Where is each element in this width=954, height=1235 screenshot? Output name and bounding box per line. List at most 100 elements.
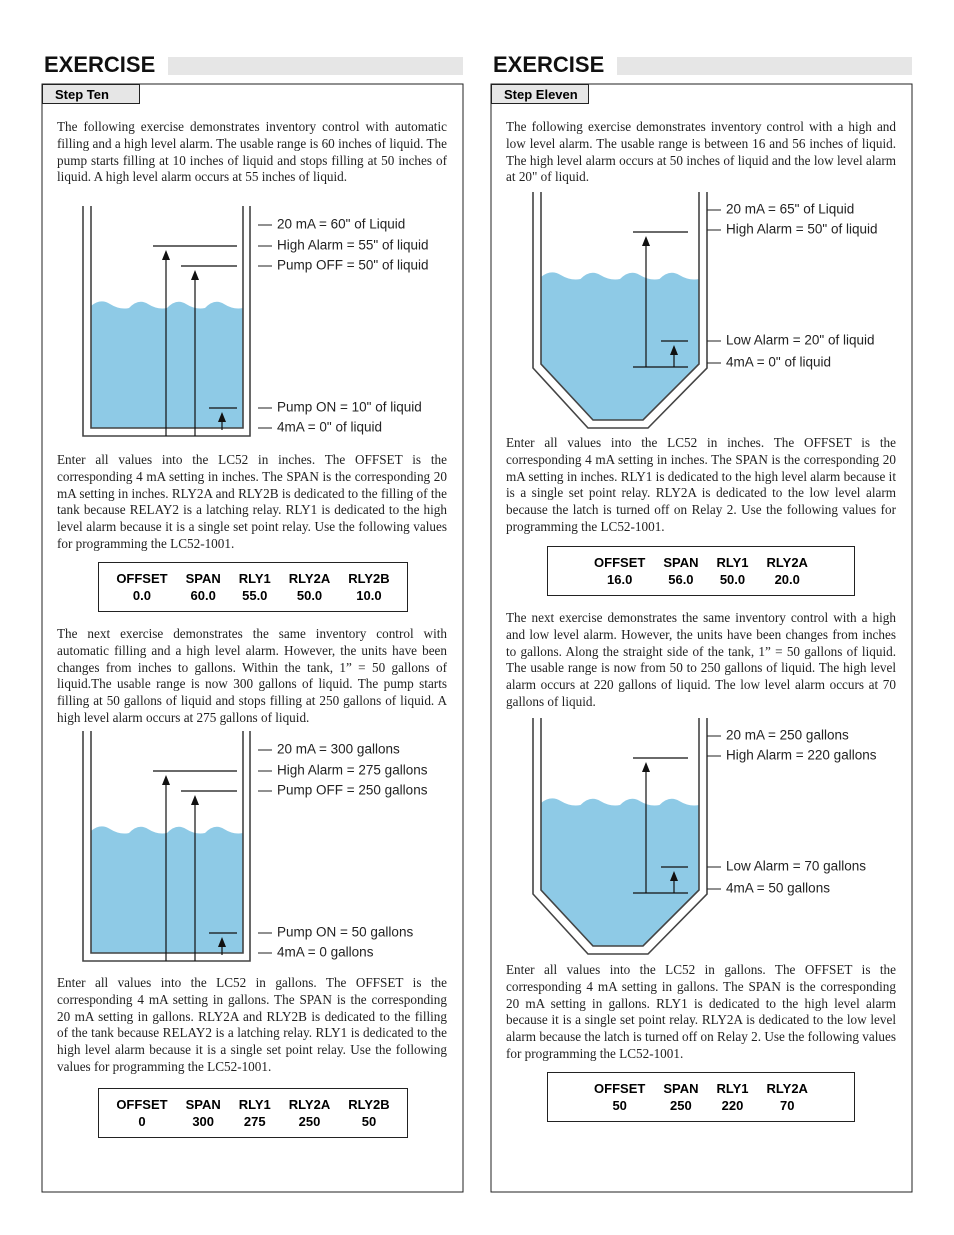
exercise-box bbox=[490, 83, 913, 1193]
table-value: 50 bbox=[361, 1114, 377, 1129]
table-header: RLY2B bbox=[348, 571, 390, 586]
arrow-head bbox=[642, 236, 650, 246]
table-header: SPAN bbox=[185, 1097, 221, 1112]
step-label: Step Eleven bbox=[491, 84, 589, 104]
diagram-label: 20 mA = 250 gallons bbox=[726, 728, 849, 743]
table-header: SPAN bbox=[185, 571, 221, 586]
diagram-label: 4mA = 0 gallons bbox=[277, 945, 374, 960]
paragraph: Enter all values into the LC52 in gallon… bbox=[506, 962, 896, 1061]
diagram-label: High Alarm = 220 gallons bbox=[726, 748, 877, 763]
table-header: OFFSET bbox=[116, 571, 168, 586]
table: OFFSET SPAN RLY1 RLY2A 50 250 220 70 bbox=[585, 1080, 817, 1114]
table-value: 250 bbox=[298, 1114, 321, 1129]
diagram-label: 4mA = 0" of liquid bbox=[726, 355, 831, 370]
diagram-label: 4mA = 50 gallons bbox=[726, 881, 830, 896]
table-header: OFFSET bbox=[594, 555, 646, 570]
diagram-label: 4mA = 0" of liquid bbox=[277, 420, 382, 435]
table-value: 220 bbox=[721, 1098, 744, 1113]
table-value: 20.0 bbox=[774, 572, 800, 587]
values-table: OFFSET SPAN RLY1 RLY2A 50 250 220 70 bbox=[547, 1072, 855, 1122]
arrow-head bbox=[218, 937, 226, 947]
table-header: RLY1 bbox=[238, 571, 271, 586]
table-header: RLY1 bbox=[716, 1081, 749, 1096]
table-header: SPAN bbox=[663, 1081, 699, 1096]
table: OFFSET SPAN RLY1 RLY2A RLY2B 0 300 275 250 50 bbox=[107, 1096, 398, 1130]
table-value: 70 bbox=[780, 1098, 795, 1113]
table-value: 55.0 bbox=[242, 588, 268, 603]
table-header: OFFSET bbox=[116, 1097, 168, 1112]
arrow-head bbox=[162, 250, 170, 260]
table: OFFSET SPAN RLY1 RLY2A 16.0 56.0 50.0 20.0 bbox=[585, 554, 817, 588]
tank-wall bbox=[532, 718, 708, 955]
arrow-head bbox=[642, 762, 650, 772]
paragraph: The next exercise demonstrates the same … bbox=[506, 610, 896, 709]
diagram-label: Pump OFF = 50" of liquid bbox=[277, 258, 429, 273]
arrow-head bbox=[670, 345, 678, 355]
paragraph: Enter all values into the LC52 in inches… bbox=[57, 452, 447, 551]
arrow-head bbox=[191, 795, 199, 805]
paragraph: Enter all values into the LC52 in gallon… bbox=[57, 975, 447, 1074]
table-value: 60.0 bbox=[190, 588, 216, 603]
diagram-label: Low Alarm = 70 gallons bbox=[726, 859, 866, 874]
arrow-head bbox=[218, 412, 226, 422]
table-value: 10.0 bbox=[356, 588, 382, 603]
table-header: RLY1 bbox=[716, 555, 749, 570]
table-value: 275 bbox=[243, 1114, 266, 1129]
diagram-label: High Alarm = 55" of liquid bbox=[277, 238, 429, 253]
liquid bbox=[91, 826, 243, 953]
diagram-label: High Alarm = 275 gallons bbox=[277, 763, 428, 778]
exercise-box bbox=[41, 83, 464, 1193]
table-value: 50 bbox=[612, 1098, 627, 1113]
heading-bar bbox=[168, 57, 463, 75]
table-value: 0.0 bbox=[132, 588, 151, 603]
table-header: RLY2A bbox=[288, 571, 331, 586]
diagram-label: High Alarm = 50" of liquid bbox=[726, 222, 878, 237]
diagram-label: Pump ON = 50 gallons bbox=[277, 925, 413, 940]
table-value: 50.0 bbox=[719, 572, 746, 587]
paragraph: The following exercise demonstrates inve… bbox=[57, 119, 447, 185]
table-value: 250 bbox=[670, 1098, 692, 1113]
table-value: 50.0 bbox=[296, 588, 323, 603]
heading-bar bbox=[617, 57, 912, 75]
table-value: 56.0 bbox=[668, 572, 694, 587]
table-value: 300 bbox=[192, 1114, 215, 1129]
paragraph: The following exercise demonstrates inve… bbox=[506, 119, 896, 185]
table-header: RLY2A bbox=[288, 1097, 331, 1112]
table-header: OFFSET bbox=[594, 1081, 646, 1096]
table-row: 0 300 275 250 50 bbox=[107, 1113, 398, 1130]
table-row: OFFSET SPAN RLY1 RLY2A bbox=[585, 554, 817, 571]
liquid bbox=[541, 798, 699, 946]
table-header: RLY2A bbox=[766, 1081, 808, 1096]
table-row: 50 250 220 70 bbox=[585, 1097, 817, 1114]
table-row: 0.0 60.0 55.0 50.0 10.0 bbox=[107, 587, 398, 604]
values-table: OFFSET SPAN RLY1 RLY2A RLY2B 0 300 275 250 50 bbox=[98, 1088, 408, 1138]
table-header: SPAN bbox=[663, 555, 699, 570]
table-row: OFFSET SPAN RLY1 RLY2A RLY2B bbox=[107, 570, 398, 587]
table-value: 16.0 bbox=[607, 572, 633, 587]
values-table: OFFSET SPAN RLY1 RLY2A 16.0 56.0 50.0 20.0 bbox=[547, 546, 855, 596]
diagram-label: Pump ON = 10" of liquid bbox=[277, 400, 422, 415]
heading: EXERCISE bbox=[493, 52, 605, 77]
table-header: RLY2B bbox=[348, 1097, 390, 1112]
liquid bbox=[91, 301, 243, 428]
tank-wall bbox=[532, 192, 708, 429]
table: OFFSET SPAN RLY1 RLY2A RLY2B 0.0 60.0 55.0 50.0 1… bbox=[107, 570, 398, 604]
paragraph: Enter all values into the LC52 in inches… bbox=[506, 435, 896, 534]
arrow-head bbox=[191, 270, 199, 280]
diagram-label: 20 mA = 65" of Liquid bbox=[726, 202, 854, 217]
step-label: Step Ten bbox=[42, 84, 140, 104]
diagram-label: Low Alarm = 20" of liquid bbox=[726, 333, 875, 348]
liquid bbox=[541, 272, 699, 420]
table-value: 0 bbox=[138, 1114, 146, 1129]
table-header: RLY2A bbox=[766, 555, 808, 570]
table-row: OFFSET SPAN RLY1 RLY2A RLY2B bbox=[107, 1096, 398, 1113]
table-header: RLY1 bbox=[238, 1097, 271, 1112]
arrow-head bbox=[670, 871, 678, 881]
diagram-label: Pump OFF = 250 gallons bbox=[277, 783, 428, 798]
arrow-head bbox=[162, 775, 170, 785]
table-row: OFFSET SPAN RLY1 RLY2A bbox=[585, 1080, 817, 1097]
values-table: OFFSET SPAN RLY1 RLY2A RLY2B 0.0 60.0 55.0 50.0 1… bbox=[98, 562, 408, 612]
table-row: 16.0 56.0 50.0 20.0 bbox=[585, 571, 817, 588]
